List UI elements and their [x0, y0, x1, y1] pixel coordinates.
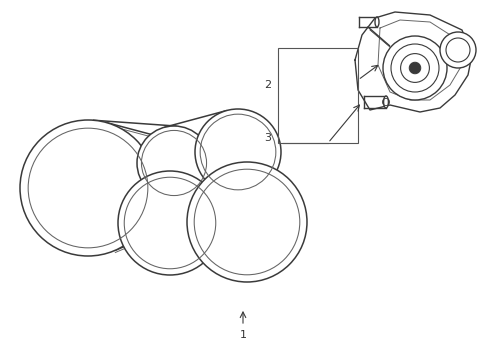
Ellipse shape — [383, 96, 387, 108]
Circle shape — [195, 109, 281, 195]
Circle shape — [118, 171, 222, 275]
Circle shape — [408, 62, 420, 74]
Circle shape — [382, 36, 446, 100]
Bar — [278, 48, 357, 143]
Circle shape — [439, 32, 475, 68]
Text: 1: 1 — [239, 330, 246, 340]
Text: 3: 3 — [264, 133, 270, 143]
Text: 2: 2 — [264, 80, 270, 90]
Ellipse shape — [374, 17, 378, 27]
Circle shape — [20, 120, 156, 256]
Circle shape — [137, 126, 210, 200]
Circle shape — [186, 162, 306, 282]
